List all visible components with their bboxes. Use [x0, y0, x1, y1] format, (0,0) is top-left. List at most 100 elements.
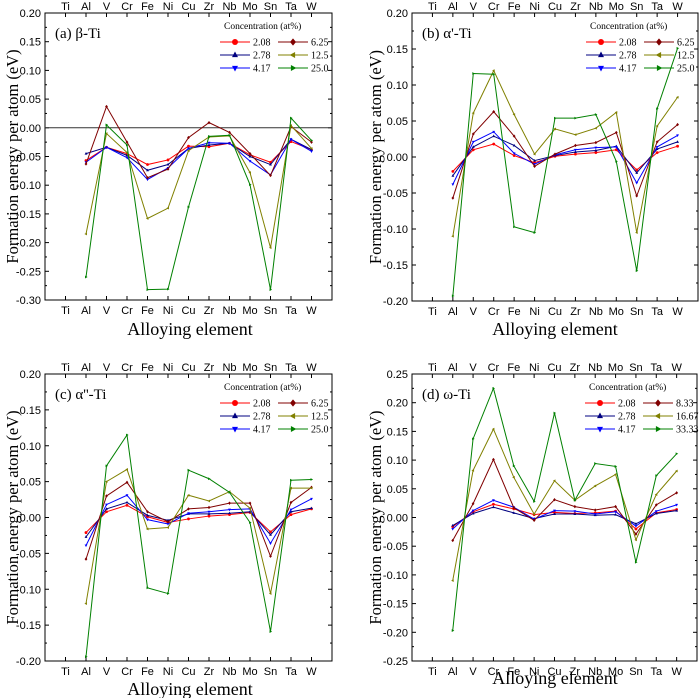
- y-tick-label: -0.05: [383, 188, 408, 200]
- y-tick-label: -0.15: [16, 620, 41, 632]
- data-point: [146, 510, 149, 514]
- data-point: [492, 505, 495, 509]
- legend: Concentration (at%) 2.08 2.78 4.17 8.33 16.67…: [585, 382, 699, 436]
- x-top-tick-label: Nb: [222, 362, 236, 374]
- series-line: [85, 138, 312, 171]
- x-tick-label: Ni: [529, 306, 539, 318]
- data-point: [105, 510, 108, 514]
- series-6.25: [84, 480, 313, 561]
- x-tick-label: Cu: [547, 666, 561, 678]
- x-tick-label: Ti: [61, 305, 70, 317]
- data-point: [553, 127, 556, 131]
- data-point: [451, 579, 454, 583]
- x-top-tick-label: Fe: [508, 1, 521, 13]
- series-line: [85, 105, 312, 179]
- data-point: [125, 480, 129, 485]
- x-top-tick-label: Sn: [264, 362, 277, 374]
- x-top-tick-label: Fe: [141, 362, 154, 374]
- data-point: [187, 468, 191, 472]
- data-point: [533, 163, 536, 166]
- data-point: [451, 196, 455, 200]
- data-point: [451, 523, 455, 527]
- x-tick-label: Fe: [507, 666, 520, 678]
- data-point: [207, 512, 211, 515]
- series-line: [452, 458, 677, 541]
- panel-label: (c) α''-Ti: [55, 387, 106, 403]
- data-point: [309, 486, 313, 490]
- data-point: [125, 156, 129, 160]
- data-point: [553, 411, 557, 415]
- data-point: [145, 527, 149, 531]
- data-point: [635, 181, 639, 185]
- chart-panel-2: 0.20 0.15 0.10 0.05 0.00 -0.05 -0.10 -0.15 -0.20…: [366, 1, 699, 339]
- data-point: [472, 437, 475, 441]
- x-top-tick-label: V: [103, 362, 111, 374]
- data-point: [471, 511, 475, 515]
- data-point: [166, 518, 170, 522]
- x-tick-label: Sn: [264, 305, 277, 317]
- x-axis-label: Alloying element: [127, 319, 252, 339]
- data-point: [166, 206, 169, 210]
- legend-marker-triangle-left: [289, 52, 296, 58]
- data-point: [248, 501, 252, 505]
- legend: Concentration (at%) 2.08 2.78 4.17 6.25 12.5 2…: [220, 382, 329, 436]
- x-top-tick-label: Mo: [608, 362, 623, 374]
- legend-label: 12.5: [311, 51, 329, 62]
- y-tick-label: -0.20: [383, 296, 408, 308]
- data-point: [634, 527, 638, 531]
- legend-marker-diamond: [655, 399, 661, 407]
- data-point: [187, 517, 190, 521]
- x-top-tick-label: Zr: [204, 1, 215, 13]
- series-line: [452, 499, 677, 530]
- chart-panel-1: 0.20 0.15 0.10 0.05 0.00 -0.05 -0.10 -0.15 -0.20…: [3, 1, 333, 339]
- series-line: [85, 468, 312, 604]
- series-line: [85, 494, 312, 546]
- x-tick-label: Fe: [141, 305, 154, 317]
- data-point: [228, 130, 231, 135]
- x-top-tick-label: V: [469, 362, 477, 374]
- y-tick-label: 0.15: [20, 37, 41, 49]
- data-point: [310, 497, 313, 501]
- x-top-tick-label: Fe: [507, 362, 520, 374]
- data-point: [512, 143, 516, 147]
- series-25.0: [85, 116, 314, 292]
- y-tick-label: -0.05: [16, 152, 41, 164]
- y-tick-label: 0.20: [387, 398, 408, 410]
- legend-label: 12.5: [311, 412, 329, 423]
- data-point: [146, 586, 150, 590]
- data-point: [614, 465, 618, 468]
- data-point: [594, 148, 598, 152]
- x-top-tick-label: Ti: [428, 362, 437, 374]
- x-top-tick-label: Zr: [570, 1, 581, 13]
- data-point: [512, 134, 516, 138]
- x-top-tick-label: W: [306, 1, 317, 13]
- data-point: [290, 116, 293, 120]
- series-33.33: [451, 386, 679, 632]
- data-point: [289, 124, 292, 127]
- x-top-tick-label: Ti: [428, 1, 437, 13]
- legend-marker-triangle-up: [232, 412, 238, 419]
- data-point: [472, 72, 475, 75]
- data-point: [228, 142, 231, 145]
- data-point: [675, 452, 679, 456]
- x-tick-label: V: [103, 305, 111, 317]
- series-line: [452, 110, 678, 199]
- data-point: [207, 141, 211, 145]
- legend: Concentration (at%) 2.08 2.78 4.17 6.25 12.5 2…: [586, 21, 695, 75]
- data-point: [228, 133, 232, 137]
- data-point: [614, 504, 617, 509]
- data-point: [104, 480, 108, 484]
- data-point: [268, 592, 272, 595]
- y-tick-label: -0.10: [383, 224, 408, 236]
- series-16.67: [451, 427, 678, 583]
- legend-marker-triangle-right: [290, 426, 297, 432]
- data-point: [492, 72, 496, 76]
- series-4.17: [84, 494, 313, 548]
- data-point: [289, 508, 293, 512]
- data-point: [492, 499, 495, 502]
- data-point: [451, 234, 454, 238]
- legend-marker-diamond: [290, 399, 296, 407]
- x-top-tick-label: Zr: [570, 362, 581, 374]
- data-point: [512, 511, 516, 514]
- data-point: [471, 509, 475, 513]
